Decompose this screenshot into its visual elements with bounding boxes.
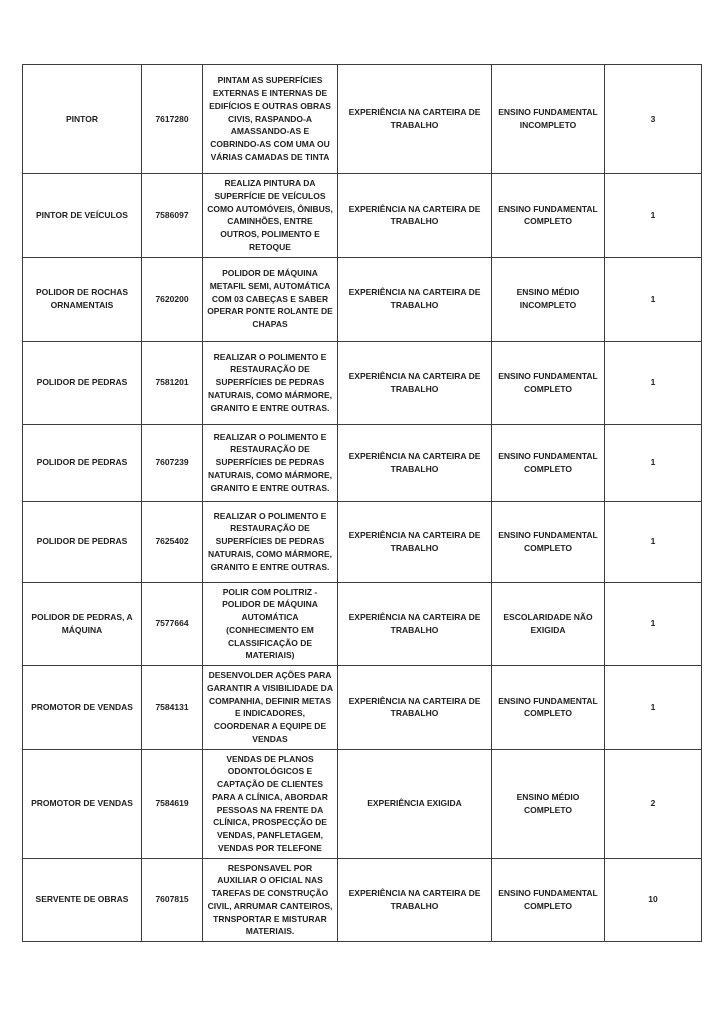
- education-cell: ENSINO FUNDAMENTAL COMPLETO: [491, 857, 605, 942]
- experience-cell: EXPERIÊNCIA NA CARTEIRA DE TRABALHO: [337, 857, 492, 942]
- experience-cell: EXPERIÊNCIA NA CARTEIRA DE TRABALHO: [337, 173, 492, 258]
- description-cell: REALIZAR O POLIMENTO E RESTAURAÇÃO DE SU…: [202, 340, 338, 425]
- code-cell: 7625402: [141, 500, 203, 583]
- code-cell: 7584619: [141, 748, 203, 859]
- education-cell: ENSINO FUNDAMENTAL COMPLETO: [491, 340, 605, 425]
- description-cell: RESPONSAVEL POR AUXILIAR O OFICIAL NAS T…: [202, 857, 338, 942]
- education-cell: ENSINO MÉDIO INCOMPLETO: [491, 256, 605, 342]
- table-row: SERVENTE DE OBRAS 7607815 RESPONSAVEL PO…: [22, 857, 702, 942]
- table-row: POLIDOR DE PEDRAS 7625402 REALIZAR O POL…: [22, 500, 702, 583]
- education-cell: ENSINO FUNDAMENTAL COMPLETO: [491, 423, 605, 502]
- occupation-cell: POLIDOR DE PEDRAS: [22, 500, 142, 583]
- education-cell: ENSINO FUNDAMENTAL COMPLETO: [491, 173, 605, 258]
- vacancies-cell: 3: [604, 64, 702, 174]
- education-cell: ENSINO FUNDAMENTAL COMPLETO: [491, 500, 605, 583]
- experience-cell: EXPERIÊNCIA NA CARTEIRA DE TRABALHO: [337, 500, 492, 583]
- education-cell: ESCOLARIDADE NÃO EXIGIDA: [491, 581, 605, 666]
- table-row: POLIDOR DE PEDRAS, A MÁQUINA 7577664 POL…: [22, 581, 702, 666]
- code-cell: 7607239: [141, 423, 203, 502]
- description-cell: POLIR COM POLITRIZ - POLIDOR DE MÁQUINA …: [202, 581, 338, 666]
- vacancies-cell: 1: [604, 173, 702, 258]
- occupation-cell: POLIDOR DE PEDRAS: [22, 423, 142, 502]
- code-cell: 7577664: [141, 581, 203, 666]
- vacancies-cell: 1: [604, 581, 702, 666]
- code-cell: 7586097: [141, 173, 203, 258]
- description-cell: REALIZAR O POLIMENTO E RESTAURAÇÃO DE SU…: [202, 500, 338, 583]
- experience-cell: EXPERIÊNCIA EXIGIDA: [337, 748, 492, 859]
- code-cell: 7607815: [141, 857, 203, 942]
- table-row: PROMOTOR DE VENDAS 7584131 DESENVOLDER A…: [22, 665, 702, 750]
- vacancies-cell: 10: [604, 857, 702, 942]
- description-cell: DESENVOLDER AÇÕES PARA GARANTIR A VISIBI…: [202, 665, 338, 750]
- education-cell: ENSINO FUNDAMENTAL INCOMPLETO: [491, 64, 605, 174]
- code-cell: 7617280: [141, 64, 203, 174]
- occupation-cell: PINTOR DE VEÍCULOS: [22, 173, 142, 258]
- experience-cell: EXPERIÊNCIA NA CARTEIRA DE TRABALHO: [337, 665, 492, 750]
- vacancies-cell: 2: [604, 748, 702, 859]
- description-cell: POLIDOR DE MÁQUINA METAFIL SEMI, AUTOMÁT…: [202, 256, 338, 342]
- occupation-cell: PROMOTOR DE VENDAS: [22, 748, 142, 859]
- education-cell: ENSINO MÉDIO COMPLETO: [491, 748, 605, 859]
- occupation-cell: PROMOTOR DE VENDAS: [22, 665, 142, 750]
- job-vacancies-table: PINTOR 7617280 PINTAM AS SUPERFÍCIES EXT…: [22, 64, 702, 942]
- description-cell: PINTAM AS SUPERFÍCIES EXTERNAS E INTERNA…: [202, 64, 338, 174]
- occupation-cell: POLIDOR DE PEDRAS: [22, 340, 142, 425]
- occupation-cell: PINTOR: [22, 64, 142, 174]
- description-cell: REALIZA PINTURA DA SUPERFÍCIE DE VEÍCULO…: [202, 173, 338, 258]
- education-cell: ENSINO FUNDAMENTAL COMPLETO: [491, 665, 605, 750]
- experience-cell: EXPERIÊNCIA NA CARTEIRA DE TRABALHO: [337, 581, 492, 666]
- code-cell: 7581201: [141, 340, 203, 425]
- vacancies-cell: 1: [604, 665, 702, 750]
- occupation-cell: POLIDOR DE PEDRAS, A MÁQUINA: [22, 581, 142, 666]
- table-row: PINTOR DE VEÍCULOS 7586097 REALIZA PINTU…: [22, 173, 702, 258]
- table-row: PROMOTOR DE VENDAS 7584619 VENDAS DE PLA…: [22, 748, 702, 859]
- code-cell: 7584131: [141, 665, 203, 750]
- vacancies-cell: 1: [604, 256, 702, 342]
- occupation-cell: POLIDOR DE ROCHAS ORNAMENTAIS: [22, 256, 142, 342]
- experience-cell: EXPERIÊNCIA NA CARTEIRA DE TRABALHO: [337, 340, 492, 425]
- experience-cell: EXPERIÊNCIA NA CARTEIRA DE TRABALHO: [337, 256, 492, 342]
- table-row: PINTOR 7617280 PINTAM AS SUPERFÍCIES EXT…: [22, 64, 702, 174]
- vacancies-cell: 1: [604, 423, 702, 502]
- occupation-cell: SERVENTE DE OBRAS: [22, 857, 142, 942]
- table-row: POLIDOR DE ROCHAS ORNAMENTAIS 7620200 PO…: [22, 256, 702, 342]
- table-row: POLIDOR DE PEDRAS 7581201 REALIZAR O POL…: [22, 340, 702, 425]
- table-row: POLIDOR DE PEDRAS 7607239 REALIZAR O POL…: [22, 423, 702, 502]
- experience-cell: EXPERIÊNCIA NA CARTEIRA DE TRABALHO: [337, 423, 492, 502]
- code-cell: 7620200: [141, 256, 203, 342]
- experience-cell: EXPERIÊNCIA NA CARTEIRA DE TRABALHO: [337, 64, 492, 174]
- description-cell: VENDAS DE PLANOS ODONTOLÓGICOS E CAPTAÇÃ…: [202, 748, 338, 859]
- vacancies-cell: 1: [604, 340, 702, 425]
- vacancies-cell: 1: [604, 500, 702, 583]
- description-cell: REALIZAR O POLIMENTO E RESTAURAÇÃO DE SU…: [202, 423, 338, 502]
